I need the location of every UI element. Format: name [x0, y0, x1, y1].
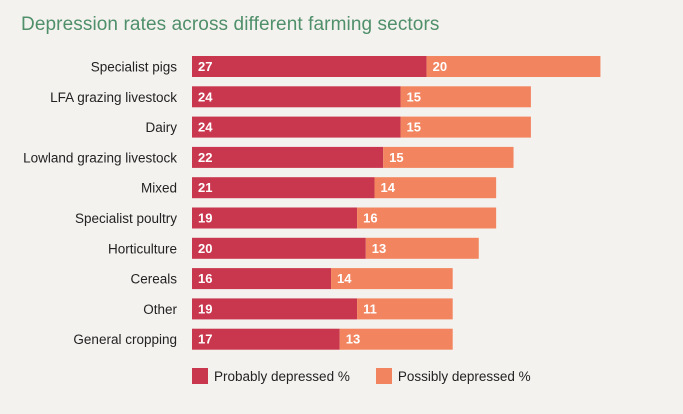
value-label-possibly: 13	[346, 332, 360, 347]
value-label-probably: 16	[198, 271, 212, 286]
value-label-possibly: 15	[407, 89, 421, 104]
category-label: Horticulture	[108, 241, 177, 256]
bar-probably	[192, 116, 401, 138]
value-label-probably: 27	[198, 59, 212, 74]
value-label-probably: 24	[198, 120, 213, 135]
bar-possibly	[339, 328, 453, 350]
bar-probably	[192, 177, 375, 199]
bar-probably	[192, 146, 384, 168]
value-label-probably: 24	[198, 89, 213, 104]
value-label-probably: 19	[198, 211, 212, 226]
value-label-probably: 17	[198, 332, 212, 347]
category-label: Dairy	[145, 120, 177, 135]
category-label: General cropping	[73, 332, 177, 347]
bar-possibly	[400, 86, 531, 108]
value-label-possibly: 16	[363, 211, 377, 226]
category-label: Mixed	[141, 181, 177, 196]
category-label: Lowland grazing livestock	[23, 150, 177, 165]
value-label-possibly: 13	[372, 241, 386, 256]
bar-possibly	[426, 56, 601, 77]
value-label-probably: 20	[198, 241, 212, 256]
bar-probably	[192, 298, 358, 320]
legend-swatch-possibly	[375, 368, 392, 384]
bar-possibly	[357, 298, 453, 320]
value-label-possibly: 15	[407, 120, 421, 135]
value-label-possibly: 20	[433, 59, 447, 74]
value-label-possibly: 11	[363, 301, 377, 316]
chart-title: Depression rates across different farmin…	[21, 14, 440, 35]
value-label-probably: 19	[198, 301, 212, 316]
legend-item-probably: Probably depressed %	[192, 368, 350, 384]
legend-label-probably: Probably depressed %	[214, 368, 350, 384]
legend-swatch-probably	[192, 368, 208, 384]
category-label: Specialist pigs	[91, 60, 178, 75]
bar-probably	[192, 268, 332, 290]
bar-possibly	[383, 146, 514, 168]
value-label-probably: 22	[198, 150, 212, 165]
value-label-possibly: 14	[337, 271, 352, 286]
bar-probably	[192, 86, 401, 108]
value-label-possibly: 14	[380, 180, 395, 195]
bar-possibly	[357, 207, 497, 229]
bar-possibly	[331, 268, 453, 290]
bar-probably	[192, 237, 366, 259]
bar-probably	[192, 328, 340, 350]
legend-item-possibly: Possibly depressed %	[375, 368, 531, 384]
bar-probably	[192, 207, 358, 229]
bar-possibly	[400, 116, 531, 138]
legend-label-possibly: Possibly depressed %	[397, 368, 531, 384]
category-label: Other	[143, 302, 177, 317]
category-label: LFA grazing livestock	[50, 90, 177, 105]
value-label-possibly: 15	[389, 150, 403, 165]
value-label-probably: 21	[198, 180, 212, 195]
category-label: Specialist poultry	[75, 211, 177, 226]
category-label: Cereals	[130, 272, 177, 287]
bar-possibly	[374, 177, 497, 199]
bar-probably	[192, 56, 427, 77]
bar-possibly	[365, 237, 479, 259]
legend: Probably depressed % Possibly depressed …	[192, 368, 531, 384]
